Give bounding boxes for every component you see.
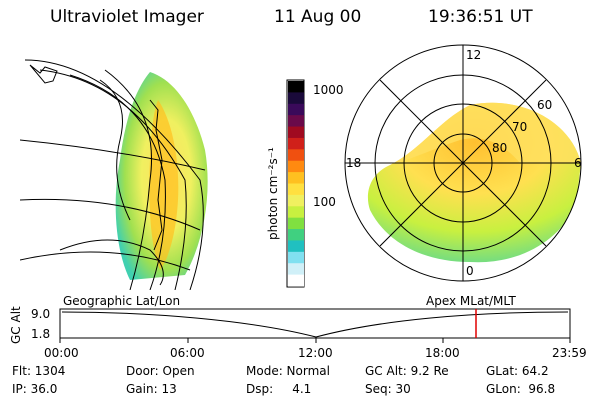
colorbar-tick-100: 100 [313,195,336,209]
colorbar-band [288,251,304,264]
date-label: 11 Aug 00 [274,7,362,27]
colorbar-band [288,92,304,105]
timeline-x-tick-0000: 00:00 [44,346,79,360]
colorbar-band [288,183,304,196]
colorbar-tick-1000: 1000 [313,83,344,97]
timeline-left-title: Geographic Lat/Lon [63,294,181,308]
footer-door: Door: Open [126,364,195,378]
colorbar [286,79,305,288]
timeline-right-title: Apex MLat/MLT [426,294,516,308]
colorbar-band [288,229,304,242]
footer-dsp: Dsp: 4.1 [246,382,312,396]
timeline-x-tick-0600: 06:00 [170,346,205,360]
colorbar-band [288,126,304,139]
timeline-x-tick-2359: 23:59 [552,346,587,360]
footer-flight: Flt: 1304 [12,364,66,378]
colorbar-band [288,160,304,173]
polar-label-12: 12 [466,48,482,62]
footer-seq: Seq: 30 [365,382,411,396]
colorbar-band [288,206,304,219]
time-label: 19:36:51 UT [428,7,533,27]
polar-label-18: 18 [346,156,362,170]
timeline-x-tick-1200: 12:00 [298,346,333,360]
colorbar-band [288,81,304,93]
timeline-plot [59,308,571,343]
colorbar-band [288,194,304,207]
polar-label-70: 70 [512,120,528,134]
globe-limb [24,59,204,290]
polar-label-60: 60 [537,98,553,112]
colorbar-band [288,240,304,253]
timeline-y-tick-1.8: 1.8 [31,327,51,341]
footer-glat: GLat: 64.2 [486,364,549,378]
colorbar-band [288,137,304,150]
colorbar-band [288,217,304,230]
polar-plot [344,44,582,282]
colorbar-band [288,149,304,162]
footer-glon: GLon: 96.8 [486,382,556,396]
polar-label-6: 6 [574,156,582,170]
colorbar-band [288,103,304,116]
colorbar-band [288,115,304,128]
footer-gc-alt: GC Alt: 9.2 Re [365,364,449,378]
footer-gain: Gain: 13 [126,382,177,396]
timeline-y-tick-9: 9.0 [31,307,51,321]
footer-ip: IP: 36.0 [12,382,58,396]
instrument-title: Ultraviolet Imager [50,7,204,27]
footer-mode: Mode: Normal [246,364,330,378]
polar-label-80: 80 [492,141,508,155]
colorbar-unit-label: photon cm⁻²s⁻¹ [266,147,280,240]
timeline-y-axis-label: GC Alt [9,306,23,344]
timeline-x-tick-1800: 18:00 [425,346,460,360]
geographic-map [20,59,208,290]
colorbar-band [288,274,304,287]
polar-label-0: 0 [466,264,474,278]
colorbar-band [288,263,304,276]
colorbar-band [288,172,304,185]
